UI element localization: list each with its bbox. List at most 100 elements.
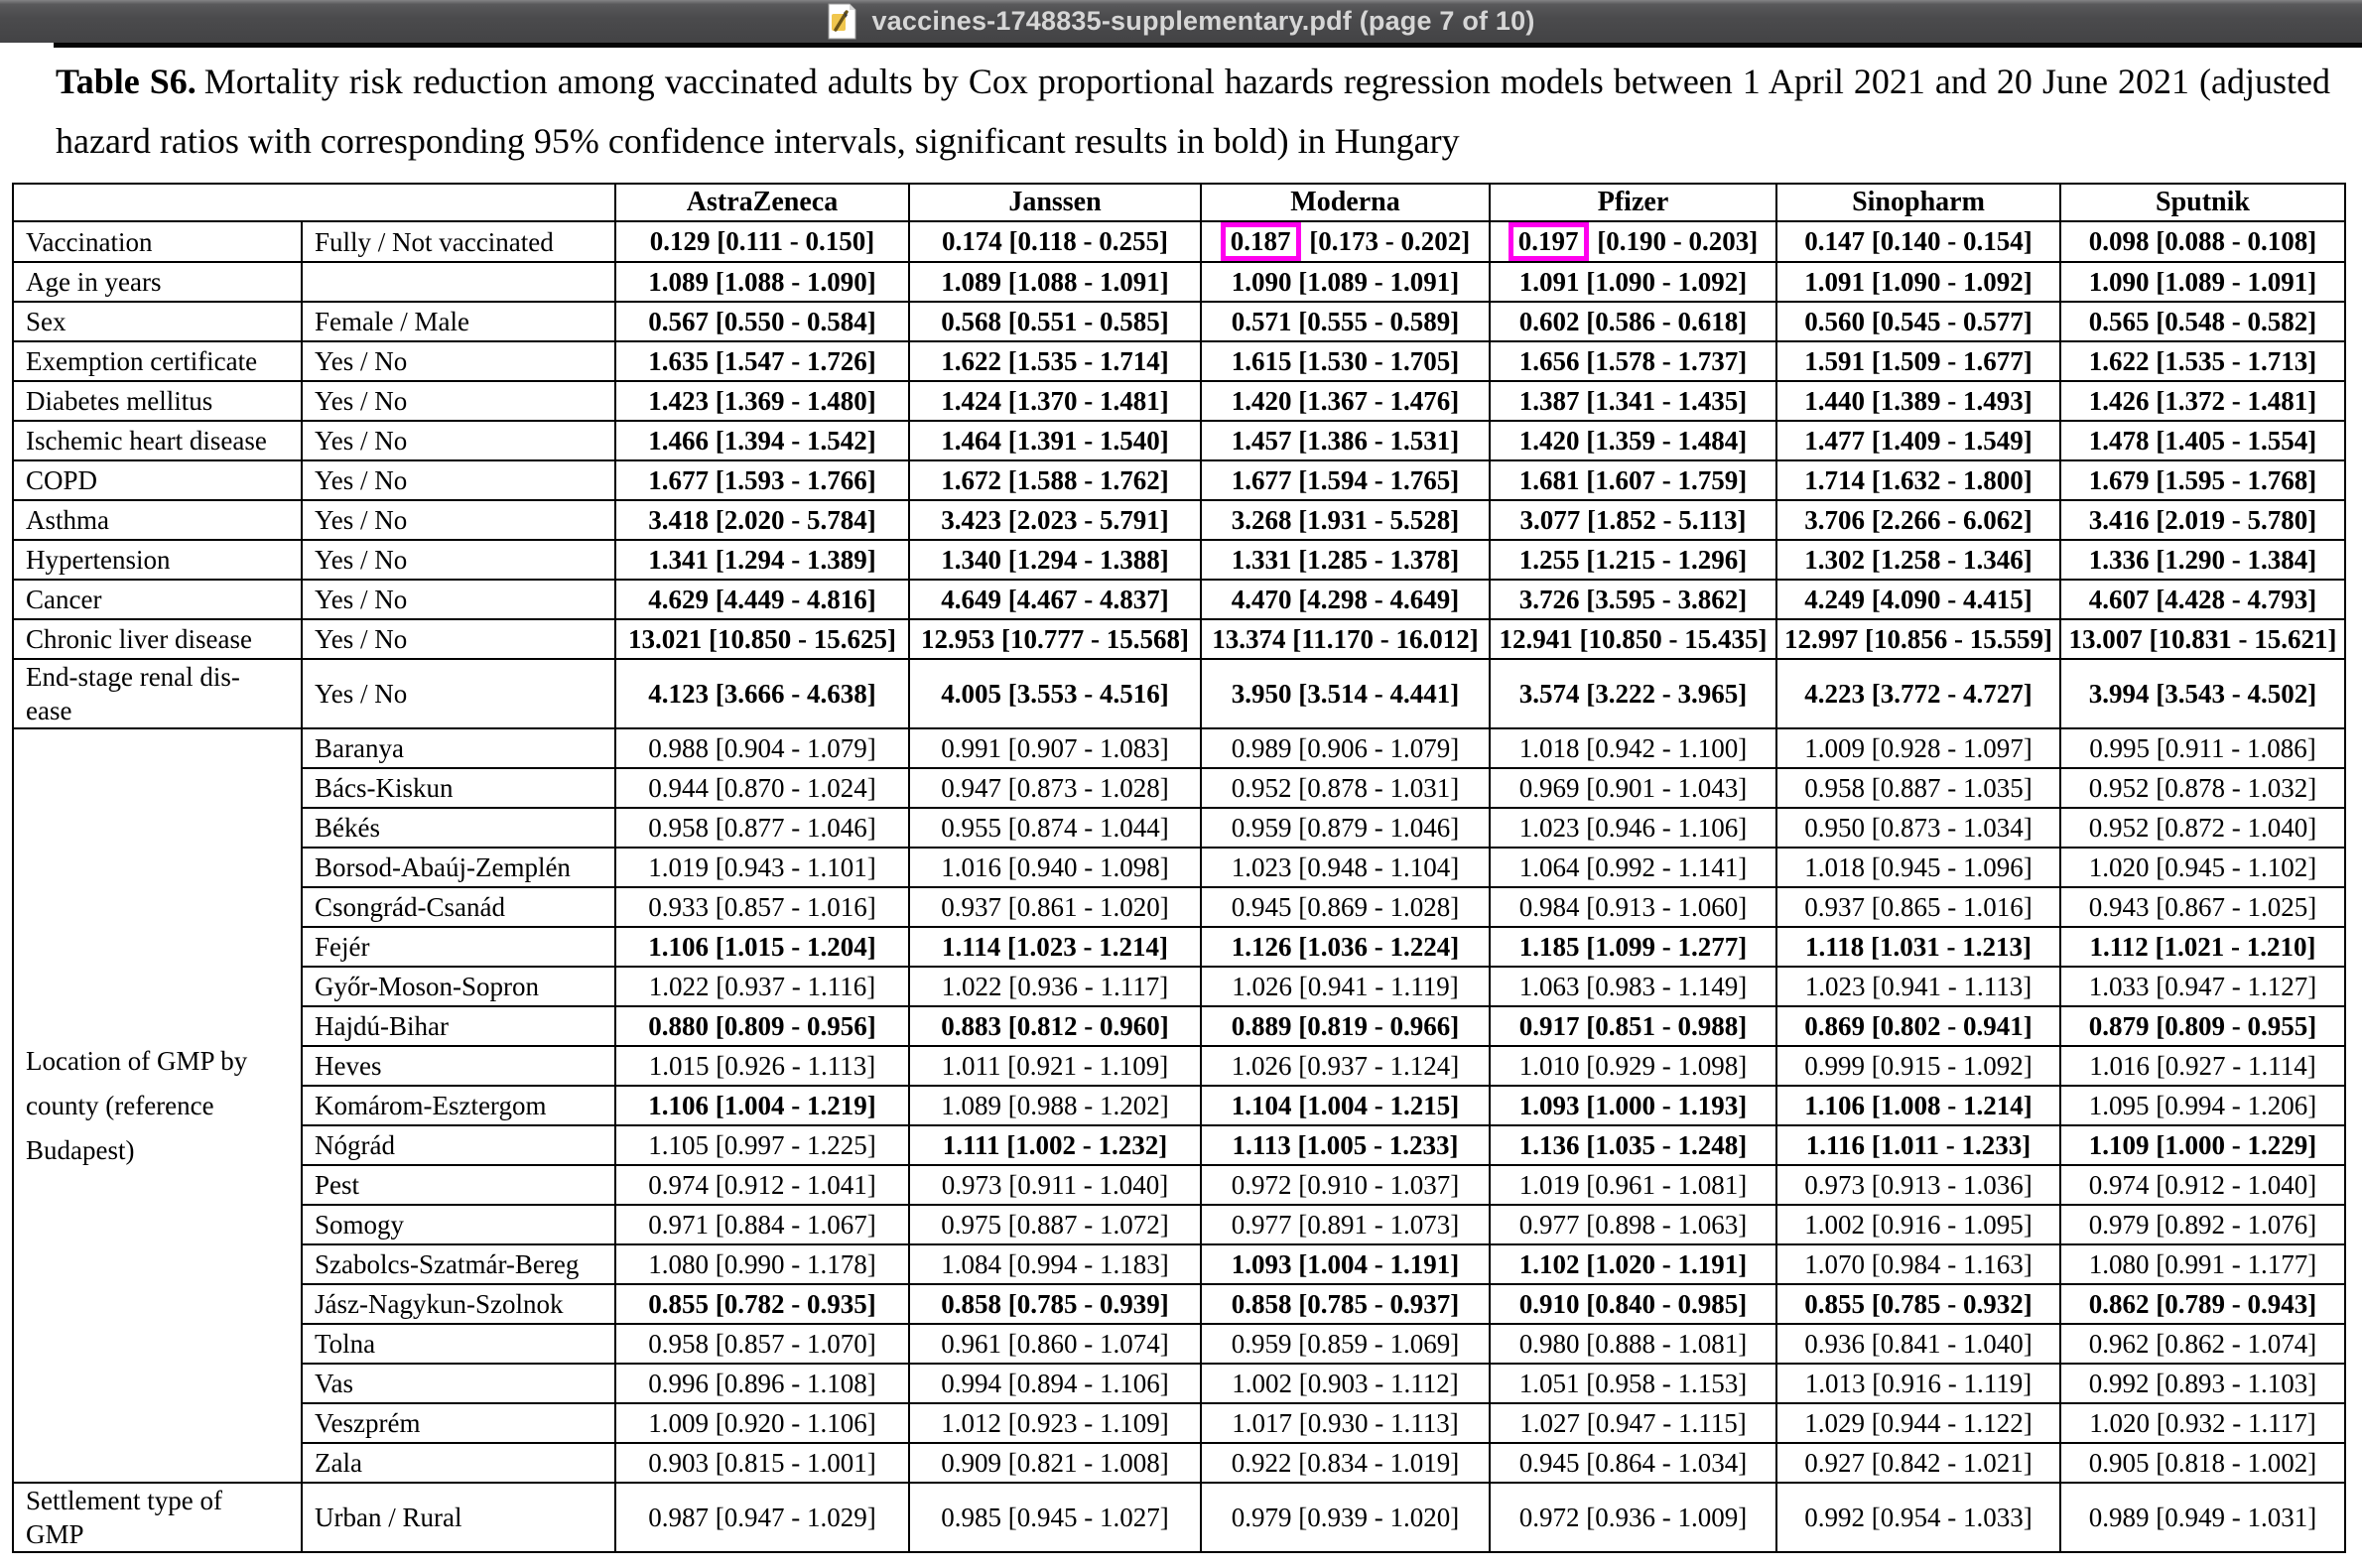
table-row: Nógrád 1.105 [0.997 - 1.225] 1.111 [1.002 … [13, 1124, 2346, 1166]
county-label: Fejér [301, 926, 616, 968]
row-sublabel: Yes / No [301, 658, 616, 729]
value-cell: 0.909 [0.821 - 1.008] [908, 1442, 1202, 1484]
value-cell: 0.943 [0.867 - 1.025] [2059, 886, 2346, 928]
value-cell: 1.116 [1.011 - 1.233] [1775, 1124, 2061, 1166]
value-cell: 1.112 [1.021 - 1.210] [2059, 926, 2346, 968]
value-cell: 0.955 [0.874 - 1.044] [908, 807, 1202, 849]
table-row: Vaccination Fully / Not vaccinated 0.129 [… [12, 220, 2346, 263]
value-cell: 1.090 [1.089 - 1.091] [2059, 261, 2346, 303]
value-cell: 3.418 [2.020 - 5.784] [614, 499, 910, 541]
row-label: Ischemic heart disease [12, 420, 303, 461]
value-cell: 1.089 [0.988 - 1.202] [908, 1085, 1202, 1126]
value-cell: 1.126 [1.036 - 1.224] [1200, 926, 1491, 968]
value-cell: 0.880 [0.809 - 0.956] [614, 1005, 910, 1047]
table-row: Komárom-Esztergom 1.106 [1.004 - 1.219] 1.… [13, 1085, 2346, 1126]
table-row: Settlement type of GMP Urban / Rural 0.987… [12, 1482, 2346, 1553]
table-row: Pest 0.974 [0.912 - 1.041] 0.973 [0.911 - … [13, 1164, 2346, 1206]
county-label: Csongrád-Csanád [301, 886, 616, 928]
value-cell: 1.063 [0.983 - 1.149] [1489, 966, 1777, 1007]
value-cell: 0.174 [0.118 - 0.255] [908, 220, 1202, 263]
pdf-file-icon [828, 3, 856, 40]
value-cell: 0.958 [0.887 - 1.035] [1775, 767, 2061, 809]
value-cell: 3.423 [2.023 - 5.791] [908, 499, 1202, 541]
value-cell: 0.568 [0.551 - 0.585] [908, 301, 1202, 342]
value-cell: 13.374 [11.170 - 16.012] [1200, 618, 1491, 660]
value-cell: 0.979 [0.892 - 1.076] [2059, 1204, 2346, 1245]
table-row: Exemption certificate Yes / No 1.635 [1.54… [12, 340, 2346, 382]
header-corner-cell [12, 183, 616, 222]
table-header-row: AstraZeneca Janssen Moderna Pfizer Sinopharm… [12, 183, 2346, 222]
county-label: Győr-Moson-Sopron [301, 966, 616, 1007]
row-sublabel: Fully / Not vaccinated [301, 220, 616, 263]
value-cell: 0.994 [0.894 - 1.106] [908, 1363, 1202, 1404]
county-label: Szabolcs-Szatmár-Bereg [301, 1243, 616, 1285]
value-cell: 0.961 [0.860 - 1.074] [908, 1323, 1202, 1365]
value-cell: 0.952 [0.878 - 1.031] [1200, 767, 1491, 809]
value-cell: 1.420 [1.367 - 1.476] [1200, 380, 1491, 422]
value-cell: 4.607 [4.428 - 4.793] [2059, 579, 2346, 620]
value-cell: 4.005 [3.553 - 4.516] [908, 658, 1202, 729]
value-cell: 1.255 [1.215 - 1.296] [1489, 539, 1777, 581]
value-cell: 0.973 [0.911 - 1.040] [908, 1164, 1202, 1206]
row-sublabel: Yes / No [301, 340, 616, 382]
value-cell: 1.478 [1.405 - 1.554] [2059, 420, 2346, 461]
table-row: Bács-Kiskun 0.944 [0.870 - 1.024] 0.947 [0… [13, 767, 2346, 809]
value-cell: 0.989 [0.949 - 1.031] [2059, 1482, 2346, 1553]
value-cell: 3.706 [2.266 - 6.062] [1775, 499, 2061, 541]
value-cell: 1.102 [1.020 - 1.191] [1489, 1243, 1777, 1285]
county-group-label: Location of GMP by county (reference Bud… [12, 727, 303, 1484]
table-row: Hajdú-Bihar 0.880 [0.809 - 0.956] 0.883 [0… [13, 1005, 2346, 1047]
value-cell: 1.017 [0.930 - 1.113] [1200, 1402, 1491, 1444]
value-cell: 1.009 [0.920 - 1.106] [614, 1402, 910, 1444]
row-sublabel: Female / Male [301, 301, 616, 342]
titlebar-shadow-line [54, 43, 2362, 48]
value-cell: 0.952 [0.872 - 1.040] [2059, 807, 2346, 849]
value-cell: 1.093 [1.000 - 1.193] [1489, 1085, 1777, 1126]
table-row: Diabetes mellitus Yes / No 1.423 [1.369 - … [12, 380, 2346, 422]
value-cell: 0.979 [0.939 - 1.020] [1200, 1482, 1491, 1553]
county-label: Komárom-Esztergom [301, 1085, 616, 1126]
value-cell: 1.679 [1.595 - 1.768] [2059, 459, 2346, 501]
window-titlebar[interactable]: vaccines-1748835-supplementary.pdf (page… [0, 0, 2362, 43]
value-cell: 1.106 [1.008 - 1.214] [1775, 1085, 2061, 1126]
row-label: Chronic liver disease [12, 618, 303, 660]
value-cell: 0.989 [0.906 - 1.079] [1200, 727, 1491, 769]
value-cell: 1.023 [0.948 - 1.104] [1200, 847, 1491, 888]
value-cell: 0.602 [0.586 - 0.618] [1489, 301, 1777, 342]
county-label: Békés [301, 807, 616, 849]
value-cell: 1.012 [0.923 - 1.109] [908, 1402, 1202, 1444]
value-cell: 1.027 [0.947 - 1.115] [1489, 1402, 1777, 1444]
value-cell: 0.972 [0.910 - 1.037] [1200, 1164, 1491, 1206]
value-cell: 0.927 [0.842 - 1.021] [1775, 1442, 2061, 1484]
value-cell: 3.077 [1.852 - 5.113] [1489, 499, 1777, 541]
value-cell: 12.953 [10.777 - 15.568] [908, 618, 1202, 660]
value-cell: 1.615 [1.530 - 1.705] [1200, 340, 1491, 382]
county-label: Veszprém [301, 1402, 616, 1444]
county-label: Bács-Kiskun [301, 767, 616, 809]
value-cell: 1.672 [1.588 - 1.762] [908, 459, 1202, 501]
value-cell: 1.084 [0.994 - 1.183] [908, 1243, 1202, 1285]
value-cell: 0.987 [0.947 - 1.029] [614, 1482, 910, 1553]
column-header-astrazeneca: AstraZeneca [614, 183, 910, 222]
column-header-sputnik: Sputnik [2059, 183, 2346, 222]
value-cell: 1.020 [0.932 - 1.117] [2059, 1402, 2346, 1444]
table-row: Ischemic heart disease Yes / No 1.466 [1.3… [12, 420, 2346, 461]
value-cell: 0.855 [0.785 - 0.932] [1775, 1283, 2061, 1325]
value-cell: 1.023 [0.946 - 1.106] [1489, 807, 1777, 849]
value-cell: 13.021 [10.850 - 15.625] [614, 618, 910, 660]
value-cell: 1.019 [0.943 - 1.101] [614, 847, 910, 888]
column-header-janssen: Janssen [908, 183, 1202, 222]
value-cell: 1.440 [1.389 - 1.493] [1775, 380, 2061, 422]
value-cell: 1.656 [1.578 - 1.737] [1489, 340, 1777, 382]
county-label: Somogy [301, 1204, 616, 1245]
value-cell: 1.464 [1.391 - 1.540] [908, 420, 1202, 461]
value-cell: 0.999 [0.915 - 1.092] [1775, 1045, 2061, 1087]
table-row: Hypertension Yes / No 1.341 [1.294 - 1.389… [12, 539, 2346, 581]
value-cell: 1.136 [1.035 - 1.248] [1489, 1124, 1777, 1166]
value-cell: 0.980 [0.888 - 1.081] [1489, 1323, 1777, 1365]
value-cell: 0.883 [0.812 - 0.960] [908, 1005, 1202, 1047]
value-cell: 4.223 [3.772 - 4.727] [1775, 658, 2061, 729]
value-cell: 1.090 [1.089 - 1.091] [1200, 261, 1491, 303]
value-cell: 0.974 [0.912 - 1.040] [2059, 1164, 2346, 1206]
row-label: End-stage renal dis- ease [12, 658, 303, 729]
